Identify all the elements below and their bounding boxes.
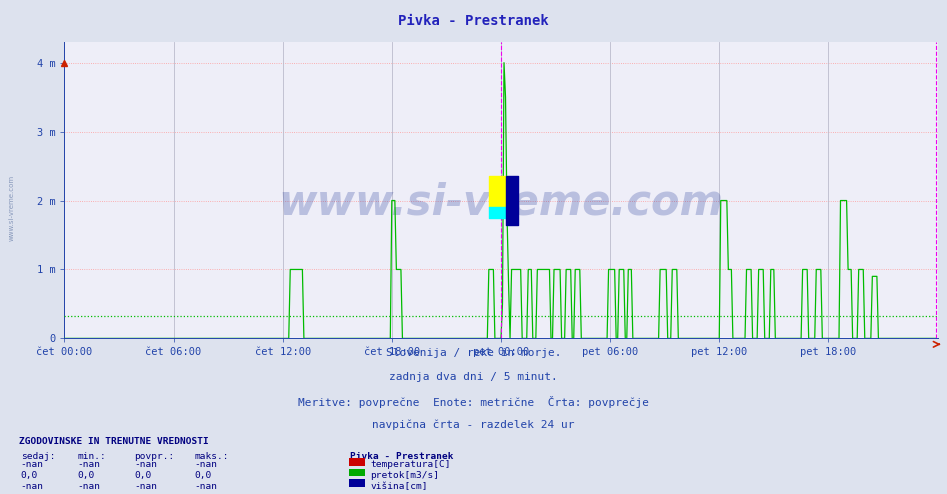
- Text: min.:: min.:: [78, 452, 106, 460]
- Text: Pivka - Prestranek: Pivka - Prestranek: [350, 452, 454, 460]
- Text: -nan: -nan: [194, 460, 217, 469]
- Text: maks.:: maks.:: [194, 452, 228, 460]
- Text: 0,0: 0,0: [134, 471, 152, 480]
- Text: -nan: -nan: [78, 460, 100, 469]
- Text: navpična črta - razdelek 24 ur: navpična črta - razdelek 24 ur: [372, 419, 575, 430]
- Text: temperatura[C]: temperatura[C]: [370, 460, 451, 469]
- Text: -nan: -nan: [134, 460, 157, 469]
- Text: -nan: -nan: [21, 460, 44, 469]
- Text: Slovenija / reke in morje.: Slovenija / reke in morje.: [385, 348, 562, 358]
- Text: www.si-vreme.com: www.si-vreme.com: [278, 181, 724, 223]
- Text: 0,0: 0,0: [21, 471, 38, 480]
- Text: povpr.:: povpr.:: [134, 452, 175, 460]
- Text: Meritve: povprečne  Enote: metrične  Črta: povprečje: Meritve: povprečne Enote: metrične Črta:…: [298, 396, 649, 408]
- Text: višina[cm]: višina[cm]: [370, 482, 428, 491]
- Text: sedaj:: sedaj:: [21, 452, 55, 460]
- Text: pretok[m3/s]: pretok[m3/s]: [370, 471, 439, 480]
- Text: -nan: -nan: [21, 482, 44, 491]
- Text: 0,0: 0,0: [78, 471, 95, 480]
- Text: -nan: -nan: [134, 482, 157, 491]
- Text: -nan: -nan: [78, 482, 100, 491]
- Text: zadnja dva dni / 5 minut.: zadnja dva dni / 5 minut.: [389, 372, 558, 382]
- Text: Pivka - Prestranek: Pivka - Prestranek: [398, 14, 549, 28]
- Text: -nan: -nan: [194, 482, 217, 491]
- Text: www.si-vreme.com: www.si-vreme.com: [9, 174, 14, 241]
- Text: 0,0: 0,0: [194, 471, 211, 480]
- Text: ZGODOVINSKE IN TRENUTNE VREDNOSTI: ZGODOVINSKE IN TRENUTNE VREDNOSTI: [19, 437, 208, 446]
